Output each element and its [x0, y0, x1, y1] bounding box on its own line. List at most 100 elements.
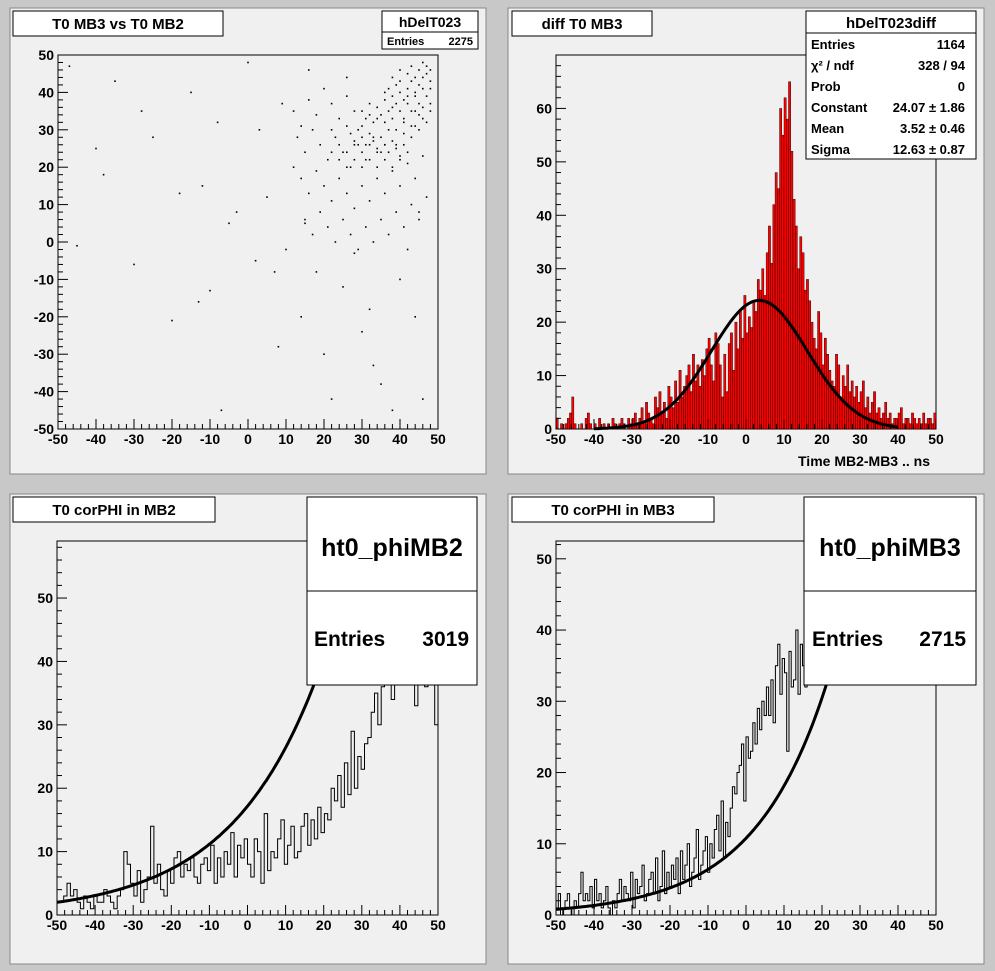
scatter-point — [349, 233, 352, 236]
y-tick-label: 0 — [544, 907, 552, 923]
x-tick-label: 20 — [316, 431, 332, 447]
scatter-point — [346, 192, 348, 195]
scatter-point — [319, 211, 321, 213]
histogram-bar — [877, 407, 881, 430]
scatter-point — [114, 80, 116, 82]
scatter-point — [102, 173, 105, 176]
scatter-point — [410, 125, 413, 127]
pad-histogram-mb3[interactable]: T0 corPHI in MB3 -50 -40 -30 -20 -10 0 10 20 30 4… — [507, 493, 985, 965]
title-box — [12, 10, 224, 37]
scatter-point — [365, 158, 367, 161]
stats-label: Sigma — [811, 142, 851, 157]
scatter-point — [353, 207, 356, 210]
scatter-point — [304, 151, 306, 154]
scatter-point — [330, 129, 333, 131]
pad-scatter[interactable]: T0 MB3 vs T0 MB2 -50 -40 -30 -20 -10 0 10 20 30 4… — [9, 7, 487, 475]
scatter-point — [429, 69, 432, 71]
stats-box: hDelT023diff Entries 1164 χ² / ndf 328 /… — [805, 10, 977, 160]
x-tick-label: -30 — [622, 917, 642, 933]
x-tick-label: -30 — [622, 431, 642, 447]
histogram-bar — [839, 396, 843, 430]
axes: -50 -40 -30 -20 -10 0 10 20 30 40 50 0 10 20 30 40 50 — [536, 544, 944, 933]
x-tick-label: 30 — [354, 917, 370, 933]
histogram-bar — [642, 423, 646, 430]
scatter-point — [304, 218, 306, 221]
pad-histogram-mb2[interactable]: T0 corPHI in MB2 -50 -40 -30 -20 -10 0 10 20 30 4… — [9, 493, 487, 965]
scatter-point — [406, 248, 409, 251]
scatter-point — [357, 248, 359, 251]
scatter-point — [391, 166, 394, 168]
y-tick-label: 30 — [536, 693, 552, 709]
histogram-bar — [908, 423, 912, 430]
histogram-bar — [870, 402, 874, 430]
histogram-bar — [797, 268, 800, 430]
scatter-point — [414, 125, 416, 127]
histogram-bar — [732, 370, 736, 430]
y-tick-label: -40 — [34, 384, 54, 400]
scatter-point — [429, 102, 432, 105]
histogram-bar — [873, 391, 876, 430]
scatter-point — [418, 129, 420, 131]
x-tick-label: 40 — [392, 431, 408, 447]
pad-title: diff T0 MB3 — [542, 16, 623, 33]
pad-histogram-diff[interactable]: diff T0 MB3 -50 -40 -30 -20 -10 0 10 20 30 40 50 0 1… — [507, 7, 985, 475]
pad-title: T0 corPHI in MB2 — [52, 502, 175, 519]
histogram-bar — [698, 386, 702, 430]
scatter-point — [338, 143, 340, 146]
scatter-point — [171, 319, 173, 322]
scatter-point — [376, 147, 378, 150]
scatter-point — [258, 129, 261, 131]
scatter-point — [384, 143, 386, 146]
scatter-point — [338, 117, 340, 120]
x-tick-label: 40 — [392, 917, 408, 933]
scatter-point — [387, 129, 390, 131]
y-tick-label: 30 — [37, 717, 53, 733]
histogram-bar — [828, 370, 832, 430]
axes: -50 -40 -30 -20 -10 0 10 20 30 40 50 -50 -40 -30 -20 -1… — [34, 47, 446, 447]
scatter-point — [391, 76, 394, 79]
histogram-bar — [587, 412, 590, 430]
histogram-bar — [799, 236, 803, 430]
scatter-point — [368, 114, 371, 116]
scatter-point — [300, 177, 302, 180]
histogram-bar — [716, 343, 720, 430]
histogram-bar — [808, 300, 812, 430]
stats-box: ht0_phiMB3 Entries 2715 — [803, 496, 977, 686]
histogram-bar — [723, 354, 727, 430]
scatter-point — [296, 136, 299, 139]
scatter-point — [429, 80, 432, 82]
scatter-point — [395, 84, 397, 86]
stats-label: χ² / ndf — [811, 58, 855, 73]
y-tick-label: -50 — [34, 421, 54, 437]
histogram-bar — [736, 348, 740, 430]
scatter-point — [76, 244, 78, 247]
scatter-point — [391, 106, 394, 109]
scatter-point — [380, 151, 382, 154]
scatter-point — [406, 102, 409, 105]
y-tick-label: 0 — [46, 234, 54, 250]
scatter-point — [361, 166, 363, 168]
histogram-bar — [748, 316, 751, 430]
scatter-point — [365, 143, 367, 146]
scatter-point — [368, 158, 371, 161]
histogram-bar — [812, 337, 816, 430]
y-tick-label: 10 — [38, 197, 54, 213]
scatter-point — [376, 117, 378, 120]
scatter-point — [220, 409, 223, 412]
scatter-point — [384, 192, 386, 195]
scatter-point — [68, 65, 71, 68]
histogram-bar — [810, 321, 814, 430]
scatter-point — [406, 151, 409, 154]
x-tick-label: 40 — [890, 917, 906, 933]
histogram-bar — [855, 386, 858, 430]
scatter-point — [361, 125, 363, 127]
histogram-bar — [783, 97, 787, 430]
scatter-point — [380, 218, 382, 221]
histogram-bar — [768, 225, 771, 430]
scatter-point — [178, 192, 181, 195]
stats-box: hDelT023 Entries 2275 — [381, 10, 479, 50]
scatter-point — [95, 147, 97, 150]
x-tick-label: 0 — [244, 431, 252, 447]
scatter-point — [311, 129, 314, 131]
histogram-bar — [734, 321, 738, 430]
